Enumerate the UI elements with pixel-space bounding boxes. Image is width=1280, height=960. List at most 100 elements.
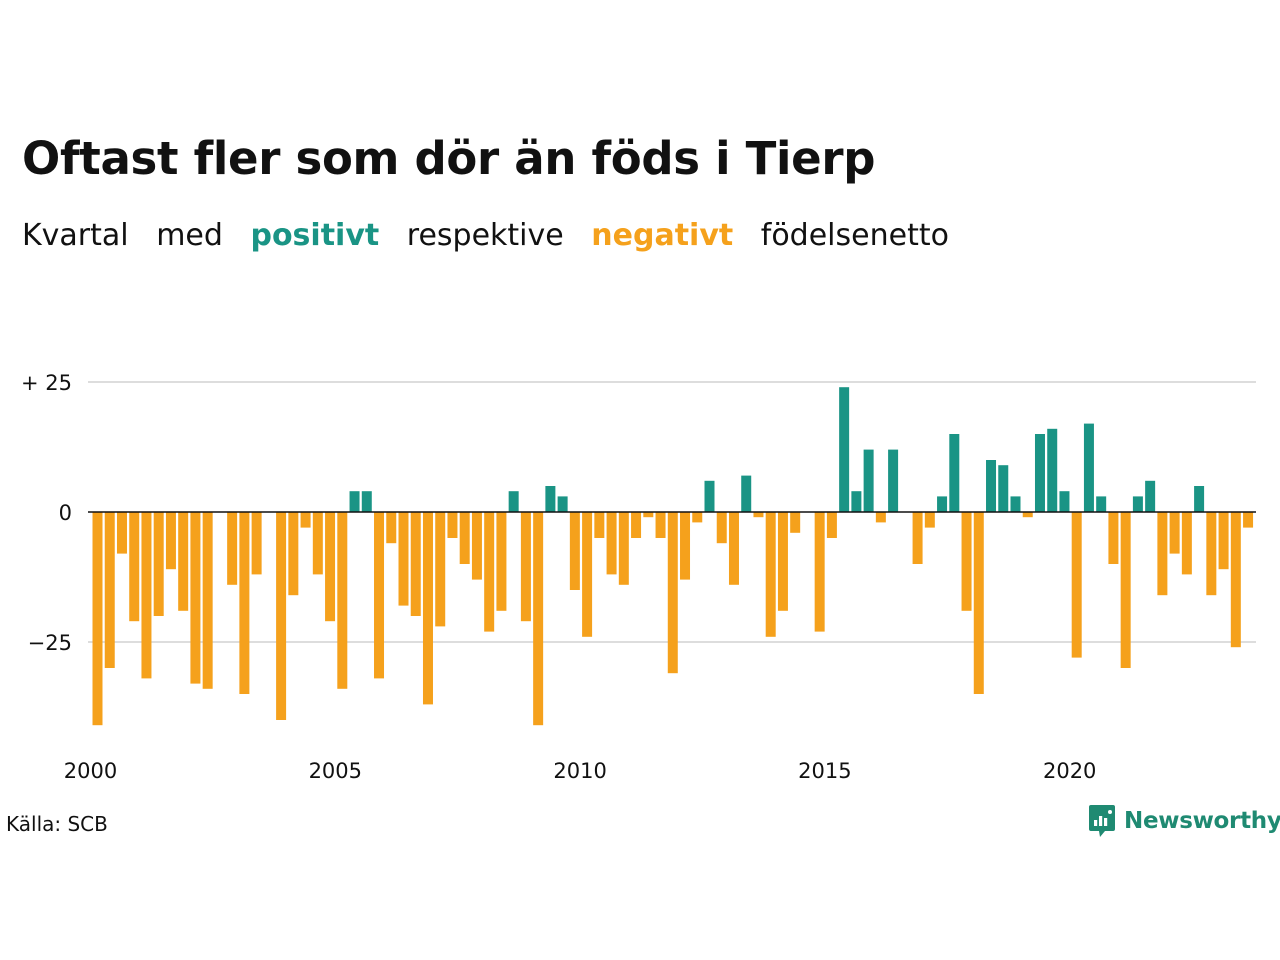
bar-negative bbox=[153, 512, 164, 616]
bar-negative bbox=[973, 512, 984, 694]
bar-positive bbox=[1010, 496, 1021, 512]
bar-negative bbox=[826, 512, 837, 538]
subtitle-part2: med bbox=[156, 218, 223, 253]
bar-negative bbox=[239, 512, 250, 694]
bar-negative bbox=[667, 512, 678, 674]
bar-negative bbox=[447, 512, 458, 538]
bar-negative bbox=[1243, 512, 1254, 528]
bar-negative bbox=[1157, 512, 1168, 596]
bar-negative bbox=[202, 512, 213, 689]
bar-positive bbox=[361, 491, 372, 512]
bar-positive bbox=[1059, 491, 1070, 512]
bar-negative bbox=[288, 512, 299, 596]
bar-negative bbox=[300, 512, 311, 528]
axes: + 25 0 −25 2000 2005 2010 2015 2020 bbox=[21, 371, 1256, 783]
bar-positive bbox=[557, 496, 568, 512]
subtitle-positive: positivt bbox=[250, 218, 380, 253]
bar-negative bbox=[1181, 512, 1192, 575]
chart-subtitle: Kvartal med positivt respektive negativt… bbox=[22, 218, 967, 253]
bar-negative bbox=[631, 512, 642, 538]
brand-name: Newsworthy bbox=[1124, 808, 1280, 834]
bar-negative bbox=[716, 512, 727, 544]
bar-negative bbox=[422, 512, 433, 705]
bar-negative bbox=[765, 512, 776, 637]
bars bbox=[92, 387, 1254, 726]
bar-negative bbox=[190, 512, 201, 684]
bar-negative bbox=[924, 512, 935, 528]
subtitle-part3: respektive bbox=[406, 218, 564, 253]
bar-negative bbox=[374, 512, 385, 679]
bar-negative bbox=[533, 512, 544, 726]
x-tick-label: 2020 bbox=[1043, 759, 1096, 783]
y-tick-label: −25 bbox=[28, 631, 72, 655]
bar-negative bbox=[1120, 512, 1131, 668]
bar-negative bbox=[1218, 512, 1229, 570]
bar-negative bbox=[337, 512, 348, 689]
bar-negative bbox=[276, 512, 287, 720]
bar-negative bbox=[1108, 512, 1119, 564]
bar-positive bbox=[986, 460, 997, 512]
chart-title: Oftast fler som dör än föds i Tierp bbox=[22, 132, 876, 185]
bar-negative bbox=[655, 512, 666, 538]
bar-negative bbox=[753, 512, 764, 518]
bar-positive bbox=[949, 434, 960, 512]
bar-positive bbox=[998, 465, 1009, 512]
bar-negative bbox=[165, 512, 176, 570]
bar-negative bbox=[961, 512, 972, 611]
bar-positive bbox=[704, 480, 715, 512]
bar-negative bbox=[471, 512, 482, 580]
bar-negative bbox=[790, 512, 801, 533]
subtitle-negative: negativt bbox=[591, 218, 734, 253]
bar-positive bbox=[1132, 496, 1143, 512]
x-tick-label: 2010 bbox=[553, 759, 606, 783]
brand-logo[interactable]: Newsworthy bbox=[1088, 804, 1280, 838]
y-tick-label: 0 bbox=[59, 501, 72, 525]
bar-negative bbox=[728, 512, 739, 585]
bar-negative bbox=[594, 512, 605, 538]
bar-negative bbox=[582, 512, 593, 637]
bar-negative bbox=[410, 512, 421, 616]
bar-positive bbox=[937, 496, 948, 512]
bar-positive bbox=[1096, 496, 1107, 512]
bar-negative bbox=[496, 512, 507, 611]
bar-negative bbox=[875, 512, 886, 523]
bar-negative bbox=[1071, 512, 1082, 658]
bar-negative bbox=[129, 512, 140, 622]
bar-positive bbox=[1145, 480, 1156, 512]
x-tick-label: 2000 bbox=[64, 759, 117, 783]
bar-negative bbox=[251, 512, 262, 575]
bar-negative bbox=[104, 512, 115, 668]
bar-negative bbox=[618, 512, 629, 585]
y-tick-label: + 25 bbox=[21, 371, 72, 395]
subtitle-part4: födelsenetto bbox=[760, 218, 949, 253]
bar-negative bbox=[141, 512, 152, 679]
source-note: Källa: SCB bbox=[6, 812, 108, 836]
bar-positive bbox=[863, 449, 874, 512]
bar-negative bbox=[569, 512, 580, 590]
subtitle-part1: Kvartal bbox=[22, 218, 129, 253]
bar-negative bbox=[643, 512, 654, 518]
bar-positive bbox=[1194, 486, 1205, 512]
bar-negative bbox=[325, 512, 336, 622]
bar-negative bbox=[435, 512, 446, 627]
bar-positive bbox=[1083, 423, 1094, 512]
bar-negative bbox=[312, 512, 323, 575]
bar-negative bbox=[398, 512, 409, 606]
bar-negative bbox=[680, 512, 691, 580]
bar-positive bbox=[1047, 428, 1058, 512]
x-tick-label: 2015 bbox=[798, 759, 851, 783]
bar-negative bbox=[1022, 512, 1033, 518]
bar-negative bbox=[116, 512, 127, 554]
bar-negative bbox=[484, 512, 495, 632]
bar-negative bbox=[92, 512, 103, 726]
bar-positive bbox=[851, 491, 862, 512]
x-tick-label: 2005 bbox=[309, 759, 362, 783]
bar-negative bbox=[1206, 512, 1217, 596]
bar-positive bbox=[545, 486, 556, 512]
bar-positive bbox=[888, 449, 899, 512]
bar-negative bbox=[1169, 512, 1180, 554]
bar-positive bbox=[839, 387, 850, 512]
bar-positive bbox=[741, 475, 752, 512]
bar-positive bbox=[349, 491, 360, 512]
